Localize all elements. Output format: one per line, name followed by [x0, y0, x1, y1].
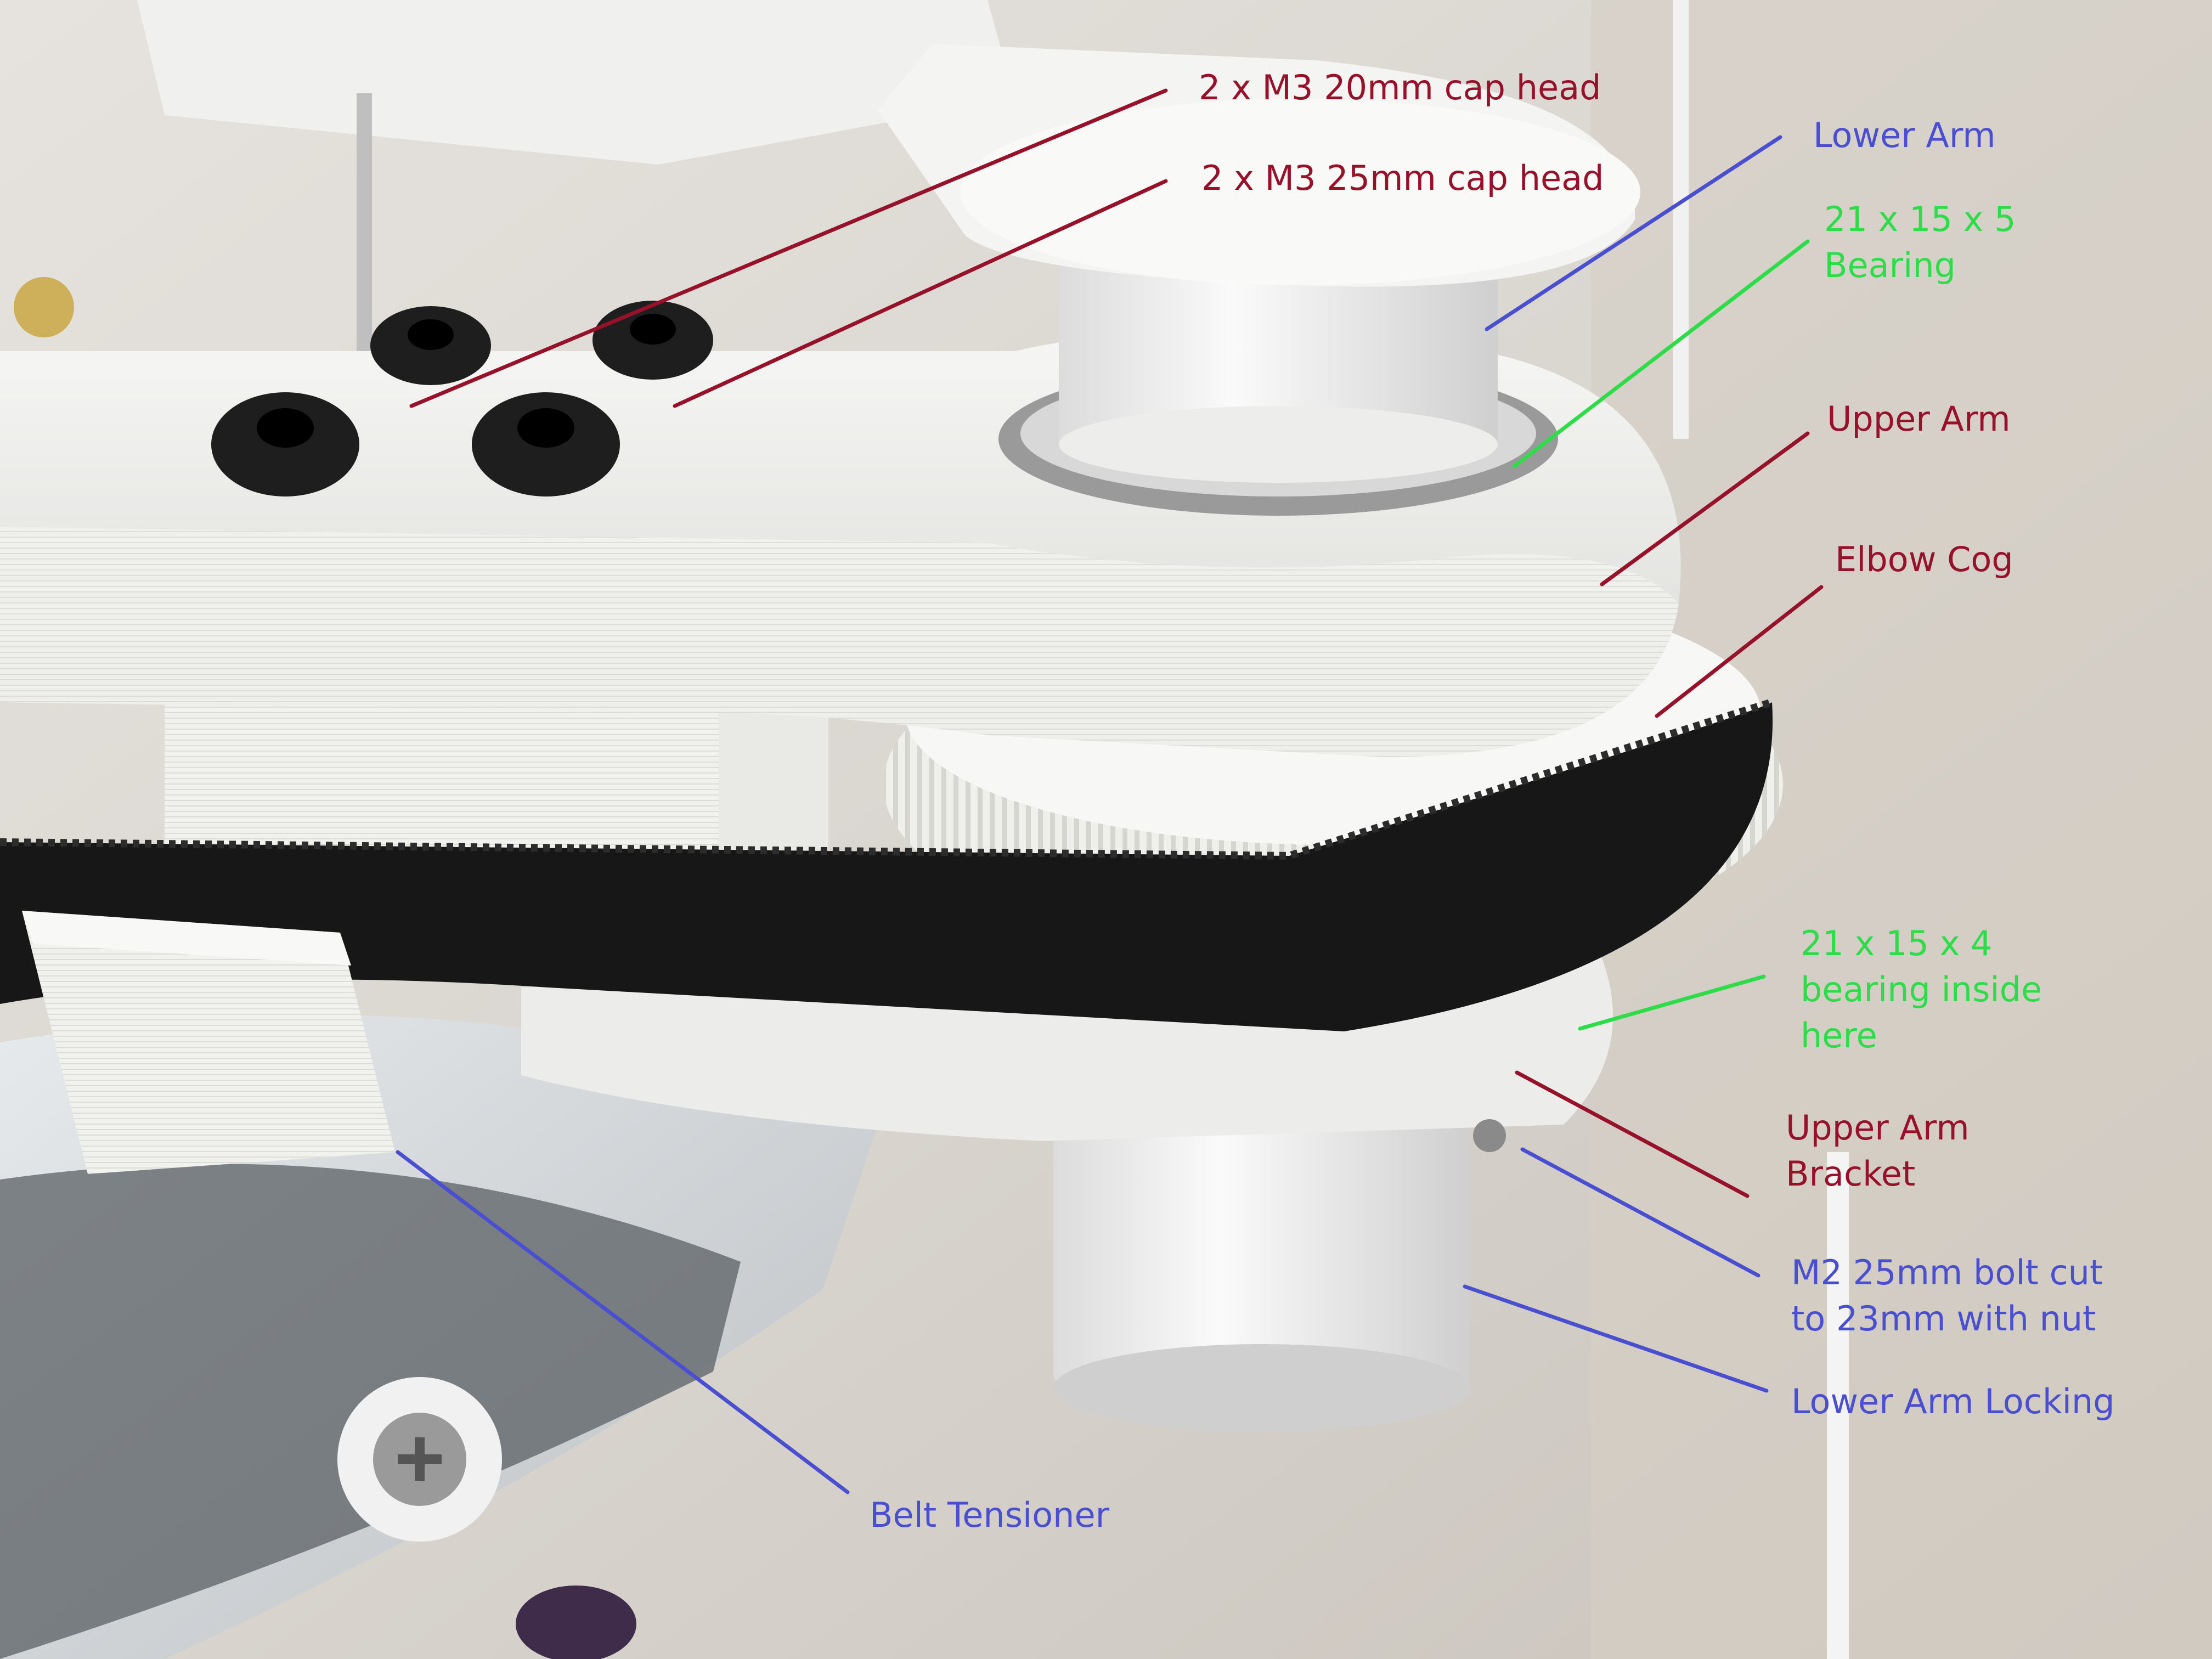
leader-line-m2-bolt: [1520, 1147, 1760, 1278]
leader-line-m3-25mm: [673, 179, 1168, 408]
belt-tensioner-block: [22, 911, 395, 1174]
belt-teeth: [0, 698, 1774, 860]
hex-socket: [257, 408, 314, 448]
label-upper-arm: Upper Arm: [1827, 399, 2011, 439]
label-lower-arm-locking: Lower Arm Locking: [1791, 1381, 2115, 1421]
background-object: [14, 277, 74, 337]
leader-line-belt-tensioner: [396, 1150, 850, 1494]
belt-tensioner-top: [22, 911, 351, 966]
label-m2-bolt: M2 25mm bolt cut to 23mm with nut: [1791, 1252, 2103, 1339]
hex-socket: [517, 408, 574, 448]
leader-line-upper-arm: [1600, 431, 1810, 586]
timing-belt: [0, 702, 1773, 1031]
table-leg: [1827, 1152, 1849, 1659]
label-lower-arm: Lower Arm: [1813, 115, 1996, 155]
leader-line-m3-20mm: [409, 88, 1168, 408]
label-m3-25mm: 2 x M3 25mm cap head: [1201, 158, 1604, 198]
hex-socket: [630, 314, 676, 345]
leader-line-upper-arm-bracket: [1515, 1070, 1750, 1198]
arm-spacer: [165, 686, 741, 861]
label-bearing-21x15x5: 21 x 15 x 5 Bearing: [1824, 199, 2016, 285]
lower-arm-locking-cylinder: [1053, 1086, 1470, 1393]
purple-component: [516, 1585, 636, 1659]
lower-arm-shaft-bottom: [1059, 406, 1498, 483]
hex-socket: [408, 319, 454, 350]
leader-lines: [396, 88, 1824, 1494]
screw-cross: [398, 1437, 442, 1481]
leader-line-lower-arm: [1485, 135, 1782, 331]
leader-line-bearing-21x15x5: [1512, 239, 1810, 469]
leader-line-bearing-21x15x4: [1578, 974, 1766, 1031]
m2-nut: [1473, 1119, 1506, 1152]
label-elbow-cog: Elbow Cog: [1835, 539, 2013, 579]
lower-arm-cap-top: [960, 99, 1640, 285]
table-leg: [1673, 0, 1689, 439]
upper-arm-side: [0, 527, 1679, 757]
leader-line-lower-arm-locking: [1463, 1284, 1769, 1393]
label-m3-20mm: 2 x M3 20mm cap head: [1199, 67, 1601, 108]
support-rod: [357, 93, 372, 379]
label-belt-tensioner: Belt Tensioner: [870, 1495, 1110, 1535]
label-upper-arm-bracket: Upper Arm Bracket: [1786, 1108, 1970, 1194]
label-bearing-21x15x4: 21 x 15 x 4 bearing inside here: [1801, 923, 2042, 1056]
leader-line-elbow-cog: [1655, 585, 1824, 718]
cylinder-bottom: [1053, 1344, 1470, 1432]
